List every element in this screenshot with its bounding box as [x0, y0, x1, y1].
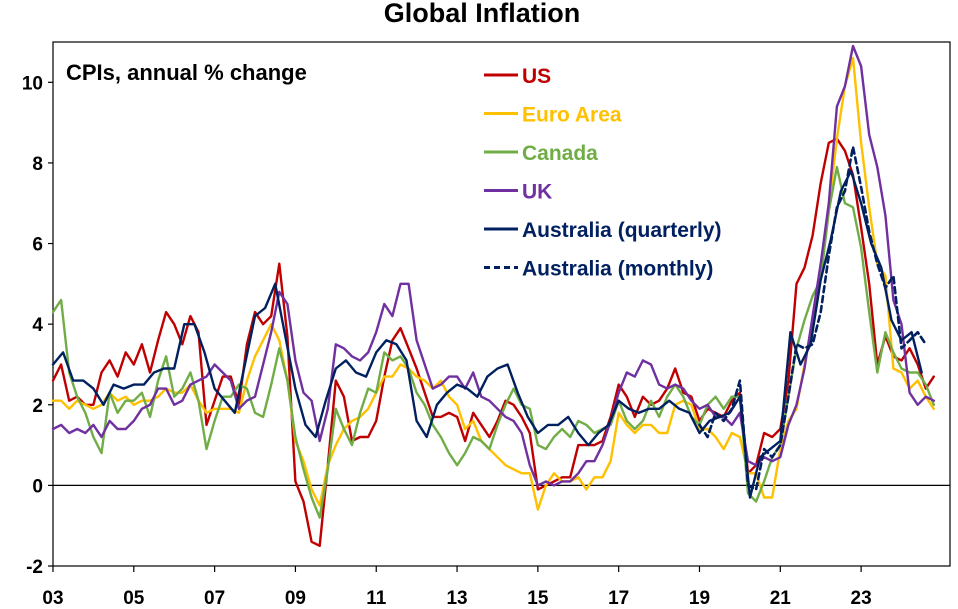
chart-subtitle: CPIs, annual % change — [66, 60, 307, 85]
x-tick-label: 03 — [42, 588, 63, 609]
y-tick-label: 2 — [32, 396, 43, 417]
x-tick-label: 21 — [770, 588, 792, 609]
x-tick-label: 13 — [446, 588, 467, 609]
series-line-us — [51, 137, 935, 547]
x-tick-label: 23 — [851, 588, 872, 609]
x-tick-label: 09 — [285, 588, 306, 609]
legend-label-euro-area: Euro Area — [522, 104, 622, 127]
x-tick-label: 17 — [608, 588, 629, 609]
plot-area — [52, 41, 951, 567]
x-tick-label: 15 — [527, 588, 549, 609]
legend: US Euro Area Canada UK Australia (quarterly)… — [484, 65, 722, 281]
legend-label-uk: UK — [522, 181, 552, 204]
chart-title: Global Inflation — [384, 0, 581, 28]
legend-label-australia-monthly: Australia (monthly) — [522, 258, 713, 281]
y-tick-label: -2 — [26, 557, 43, 578]
series-line-australia-quarterly — [51, 169, 923, 499]
legend-label-canada: Canada — [522, 142, 598, 165]
y-tick-label: 0 — [32, 476, 43, 497]
series-line-uk — [51, 44, 935, 487]
legend-label-australia-quarterly: Australia (quarterly) — [522, 219, 722, 242]
y-axis: -2 0 2 4 6 8 10 — [22, 73, 53, 578]
x-tick-label: 11 — [366, 588, 387, 609]
series-line-euro-area — [51, 56, 935, 511]
legend-label-us: US — [522, 65, 551, 88]
x-tick-label: 07 — [204, 588, 225, 609]
series-layer — [51, 44, 935, 547]
series-line-canada — [51, 165, 935, 519]
x-tick-label: 05 — [123, 588, 145, 609]
y-tick-label: 6 — [32, 235, 43, 256]
series-line-australia-monthly — [698, 145, 928, 491]
x-tick-label: 19 — [689, 588, 710, 609]
x-axis: 03 05 07 09 11 13 15 17 19 21 23 — [42, 566, 872, 609]
y-tick-label: 4 — [32, 315, 43, 336]
y-tick-label: 8 — [32, 154, 43, 175]
y-tick-label: 10 — [22, 73, 43, 94]
